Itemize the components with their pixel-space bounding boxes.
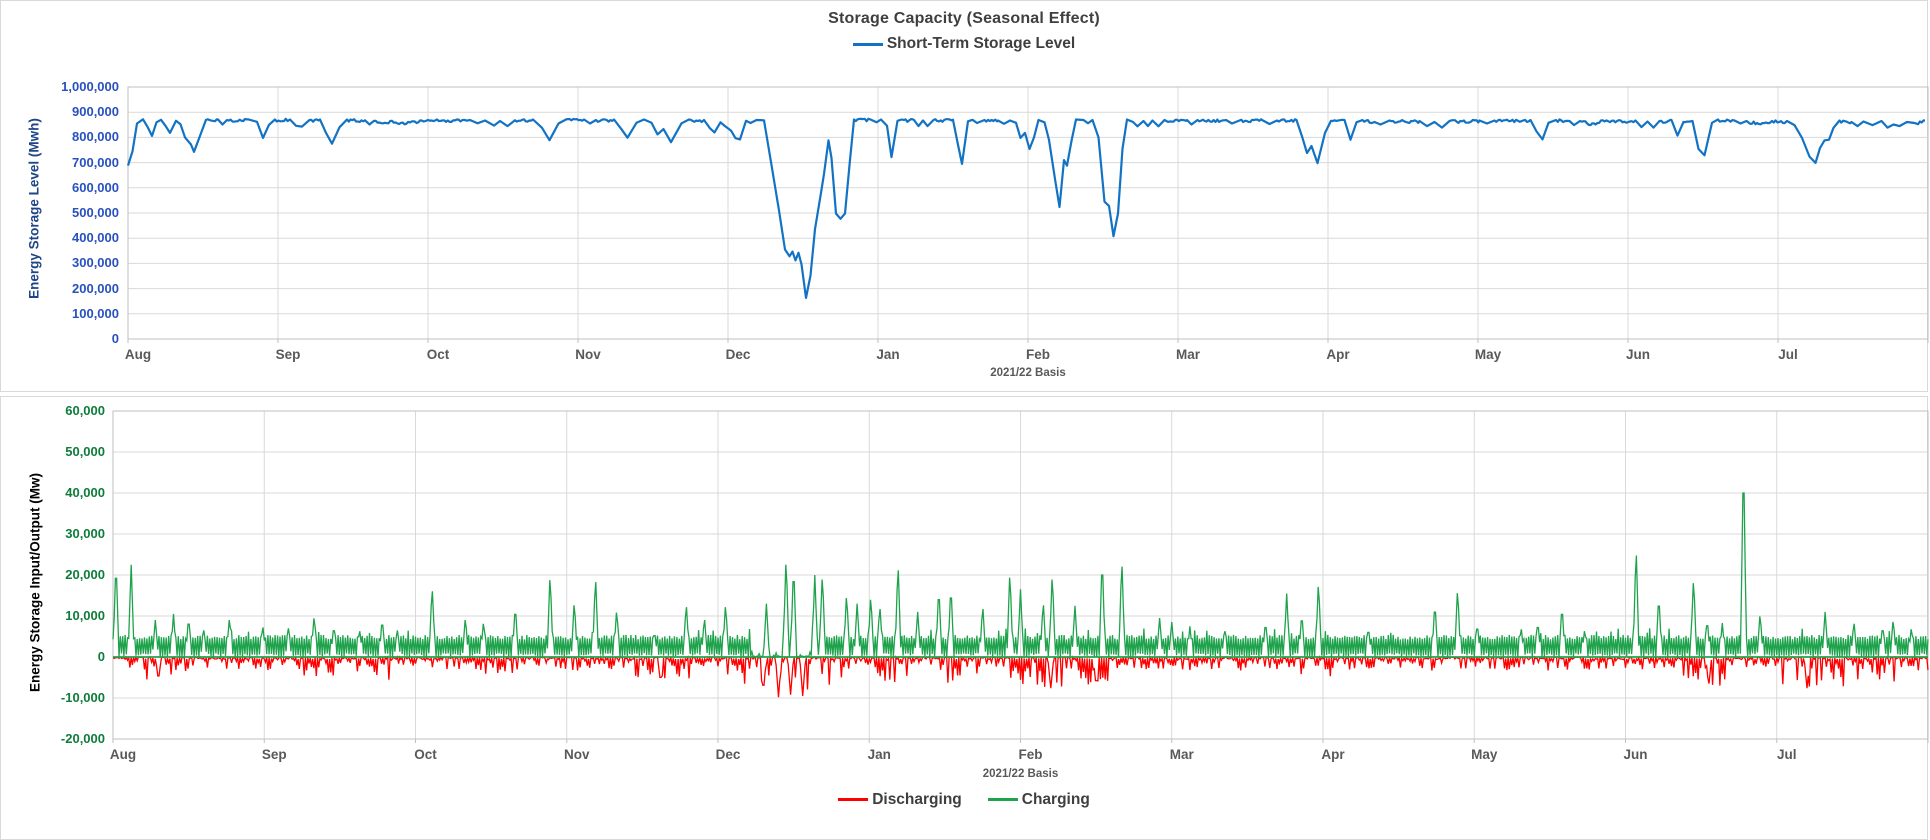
x-tick-label: Mar	[1169, 746, 1194, 762]
x-tick-label: Jul	[1778, 347, 1798, 362]
x-tick-label: Oct	[426, 347, 450, 362]
x-tick-label: Mar	[1175, 347, 1200, 362]
y-tick-label: 200,000	[72, 280, 119, 296]
y-tick-label: 0	[97, 648, 105, 664]
y-tick-label: -20,000	[60, 730, 105, 746]
y-tick-label: 400,000	[72, 230, 119, 246]
y-tick-label: 300,000	[72, 255, 119, 271]
x-tick-label: Jan	[867, 746, 891, 762]
x-tick-label: Jun	[1623, 746, 1648, 762]
charging-series-line	[112, 491, 1929, 658]
x-tick-label: Feb	[1018, 746, 1043, 762]
y-tick-label: 800,000	[72, 129, 119, 145]
y-tick-label: 40,000	[65, 484, 105, 500]
x-tick-label: Jul	[1776, 746, 1797, 762]
storage-level-plot	[126, 86, 1929, 343]
chart-title: Storage Capacity (Seasonal Effect)	[828, 10, 1100, 27]
y-tick-label: 50,000	[65, 443, 105, 459]
x-tick-label: Sep	[275, 347, 301, 362]
y-tick-label: 30,000	[65, 525, 105, 541]
x-tick-label: Aug	[124, 347, 152, 362]
x-tick-label: Jan	[876, 347, 900, 362]
legend-label: Discharging	[872, 790, 962, 808]
storage-level-legend: Short-Term Storage Level	[1, 35, 1927, 53]
storage-io-y-axis-title: Energy Storage Input/Output (Mw)	[27, 472, 43, 692]
storage-io-legend: Discharging Charging	[1, 791, 1927, 809]
discharging-series-line	[112, 654, 1929, 697]
x-tick-label: Aug	[109, 746, 137, 762]
storage-level-chart-panel: Storage Capacity (Seasonal Effect) Short…	[0, 0, 1929, 392]
red-line-swatch	[838, 798, 869, 801]
x-tick-label: Dec	[725, 347, 751, 362]
storage-level-x-axis-title: 2021/22 Basis	[990, 367, 1066, 379]
y-tick-label: 100,000	[72, 305, 119, 321]
storage-io-x-axis-title: 2021/22 Basis	[982, 767, 1059, 780]
blue-line-swatch	[852, 42, 883, 46]
y-tick-label: -10,000	[60, 689, 105, 705]
x-tick-label: Sep	[261, 746, 287, 762]
y-tick-label: 900,000	[72, 104, 119, 120]
storage-level-y-axis-title: Energy Storage Level (Mwh)	[26, 118, 42, 299]
y-tick-label: 60,000	[65, 402, 105, 418]
x-tick-label: Apr	[1321, 746, 1345, 762]
x-tick-label: Apr	[1326, 347, 1350, 362]
y-tick-label: 10,000	[65, 607, 105, 623]
legend-item-discharging: Discharging	[838, 791, 962, 809]
y-tick-label: 600,000	[72, 179, 119, 195]
x-tick-label: Feb	[1025, 347, 1050, 362]
x-tick-label: Dec	[715, 746, 741, 762]
y-tick-label: 20,000	[65, 566, 105, 582]
legend-item-storage-level: Short-Term Storage Level	[852, 35, 1076, 53]
y-tick-label: 500,000	[72, 205, 119, 220]
y-tick-label: 700,000	[72, 154, 119, 170]
y-tick-label: 1,000,000	[61, 79, 119, 94]
x-tick-label: Nov	[563, 746, 590, 762]
green-line-swatch	[987, 798, 1018, 801]
storage-level-line	[126, 117, 1925, 299]
x-tick-label: May	[1474, 347, 1502, 362]
x-tick-label: Oct	[414, 746, 437, 762]
y-tick-label: 0	[111, 331, 119, 346]
x-tick-label: Nov	[575, 347, 601, 362]
storage-io-chart-panel: 60,000 50,000 40,000 30,000 20,000 10,000 0 -10…	[0, 395, 1929, 840]
legend-label: Charging	[1021, 790, 1090, 808]
legend-item-charging: Charging	[987, 790, 1090, 809]
legend-label: Short-Term Storage Level	[886, 35, 1076, 52]
storage-io-plot	[112, 410, 1929, 743]
x-tick-label: May	[1471, 746, 1498, 762]
x-tick-label: Jun	[1625, 347, 1650, 362]
